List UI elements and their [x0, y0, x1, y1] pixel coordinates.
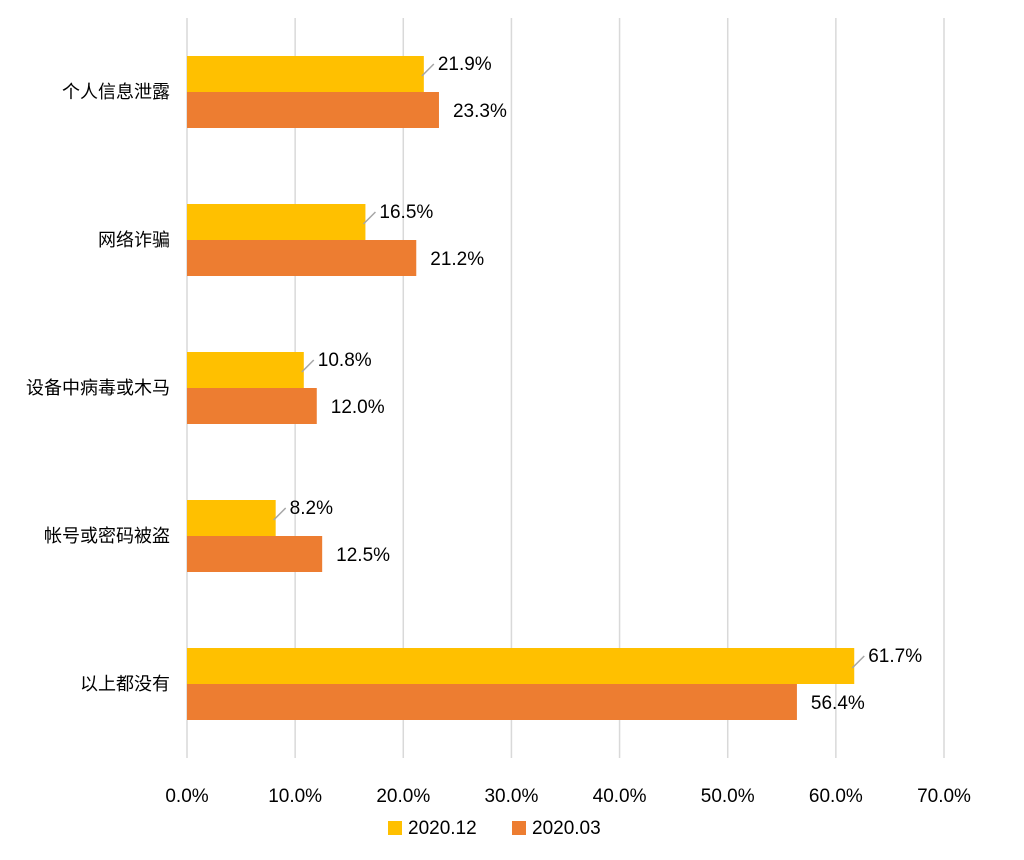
- x-tick-label-6: 60.0%: [809, 786, 863, 807]
- data-label-series1-3: 8.2%: [290, 498, 333, 519]
- legend-label-2: 2020.03: [532, 818, 601, 839]
- bar-series2-2: [187, 388, 317, 424]
- label-leader-lines: [273, 63, 865, 669]
- category-label-3: 帐号或密码被盗: [44, 526, 170, 547]
- bar-series1-2: [187, 352, 304, 388]
- bar-series1-0: [187, 56, 424, 92]
- data-label-series1-1: 16.5%: [379, 202, 433, 223]
- gridlines: [186, 18, 945, 758]
- data-label-series1-4: 61.7%: [868, 646, 922, 667]
- leader-line-0: [421, 63, 435, 77]
- bars: [187, 56, 855, 720]
- leader-line-2: [301, 359, 315, 373]
- x-tick-label-0: 0.0%: [165, 786, 208, 807]
- data-label-series2-4: 56.4%: [811, 693, 865, 714]
- bar-series2-3: [187, 536, 323, 572]
- legend-swatch-2: [512, 821, 526, 835]
- x-tick-label-5: 50.0%: [701, 786, 755, 807]
- leader-line-3: [273, 507, 287, 521]
- leader-line-4: [851, 655, 865, 669]
- data-label-series1-0: 21.9%: [438, 54, 492, 75]
- data-label-series2-3: 12.5%: [336, 545, 390, 566]
- bar-series1-4: [187, 648, 855, 684]
- legend-swatch-1: [388, 821, 402, 835]
- data-label-series2-2: 12.0%: [331, 397, 385, 418]
- data-labels: 21.9% 23.3% 16.5% 21.2% 10.8% 12.0% 8.2% 12.5% 6…: [290, 54, 923, 714]
- bar-series1-3: [187, 500, 276, 536]
- data-label-series2-1: 21.2%: [430, 249, 484, 270]
- data-label-series1-2: 10.8%: [318, 350, 372, 371]
- x-tick-label-4: 40.0%: [593, 786, 647, 807]
- legend: 2020.12 2020.03: [388, 818, 601, 839]
- bar-series2-0: [187, 92, 439, 128]
- x-tick-label-7: 70.0%: [917, 786, 971, 807]
- category-label-0: 个人信息泄露: [62, 82, 170, 103]
- bar-series1-1: [187, 204, 366, 240]
- x-tick-label-2: 20.0%: [376, 786, 430, 807]
- x-tick-label-1: 10.0%: [268, 786, 322, 807]
- x-tick-label-3: 30.0%: [484, 786, 538, 807]
- category-label-4: 以上都没有: [80, 674, 170, 695]
- leader-line-1: [362, 211, 376, 225]
- bar-series2-4: [187, 684, 797, 720]
- data-label-series2-0: 23.3%: [453, 101, 507, 122]
- category-label-1: 网络诈骗: [98, 230, 170, 251]
- category-label-2: 设备中病毒或木马: [26, 378, 170, 399]
- bar-series2-1: [187, 240, 417, 276]
- x-tick-labels: 0.0% 10.0% 20.0% 30.0% 40.0% 50.0% 60.0% 70.0%: [165, 786, 971, 807]
- legend-label-1: 2020.12: [408, 818, 477, 839]
